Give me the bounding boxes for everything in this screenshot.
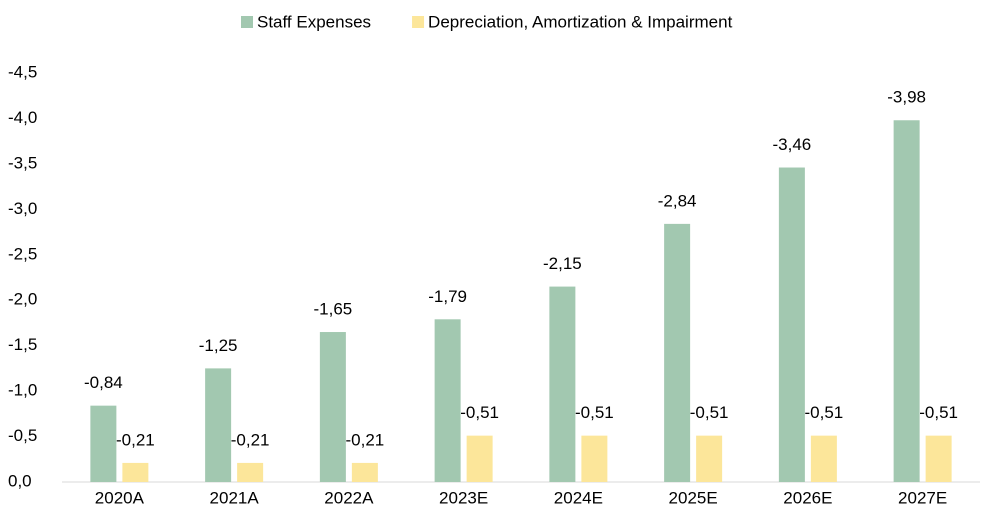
bar	[810, 435, 837, 482]
value-label: -0,21	[116, 430, 155, 449]
y-tick-label: -3,5	[8, 153, 37, 172]
value-label: -2,84	[658, 191, 697, 210]
value-label: -0,21	[231, 430, 270, 449]
bar	[778, 167, 805, 482]
bar	[466, 435, 493, 482]
bar	[434, 319, 461, 482]
y-tick-label: 0,0	[8, 471, 32, 490]
bar	[319, 332, 346, 482]
bar	[237, 462, 264, 482]
value-label: -0,21	[346, 430, 385, 449]
bar	[549, 286, 576, 482]
y-tick-label: -1,5	[8, 335, 37, 354]
value-label: -0,51	[805, 403, 844, 422]
x-tick-label: 2020A	[95, 488, 145, 507]
bar	[581, 435, 608, 482]
value-label: -0,84	[84, 373, 123, 392]
bar	[696, 435, 723, 482]
value-label: -3,98	[887, 88, 926, 107]
bar	[925, 435, 952, 482]
x-tick-label: 2025E	[669, 488, 718, 507]
x-tick-label: 2026E	[783, 488, 832, 507]
bar	[351, 462, 378, 482]
y-tick-label: -0,5	[8, 426, 37, 445]
bar	[205, 368, 232, 482]
value-label: -0,51	[575, 403, 614, 422]
x-tick-label: 2023E	[439, 488, 488, 507]
value-label: -0,51	[690, 403, 729, 422]
legend-swatch	[412, 16, 425, 28]
x-tick-label: 2027E	[898, 488, 947, 507]
bar	[122, 462, 149, 482]
value-label: -1,65	[314, 300, 353, 319]
value-label: -0,51	[460, 403, 499, 422]
bar	[90, 405, 117, 482]
y-tick-label: -2,0	[8, 290, 37, 309]
x-tick-label: 2021A	[210, 488, 260, 507]
legend-label: Staff Expenses	[257, 12, 371, 31]
bar	[893, 120, 920, 483]
x-tick-label: 2022A	[324, 488, 374, 507]
x-tick-label: 2024E	[554, 488, 603, 507]
y-tick-label: -3,0	[8, 199, 37, 218]
value-label: -0,51	[919, 403, 958, 422]
legend-swatch	[241, 16, 253, 28]
y-tick-label: -1,0	[8, 381, 37, 400]
value-label: -1,25	[199, 336, 238, 355]
value-label: -2,15	[543, 254, 582, 273]
y-tick-label: -4,0	[8, 108, 37, 127]
y-tick-label: -2,5	[8, 244, 37, 263]
y-tick-label: -4,5	[8, 62, 37, 81]
value-label: -1,79	[428, 287, 467, 306]
value-label: -3,46	[773, 135, 812, 154]
legend-label: Depreciation, Amortization & Impairment	[428, 12, 733, 31]
bar	[664, 223, 691, 482]
